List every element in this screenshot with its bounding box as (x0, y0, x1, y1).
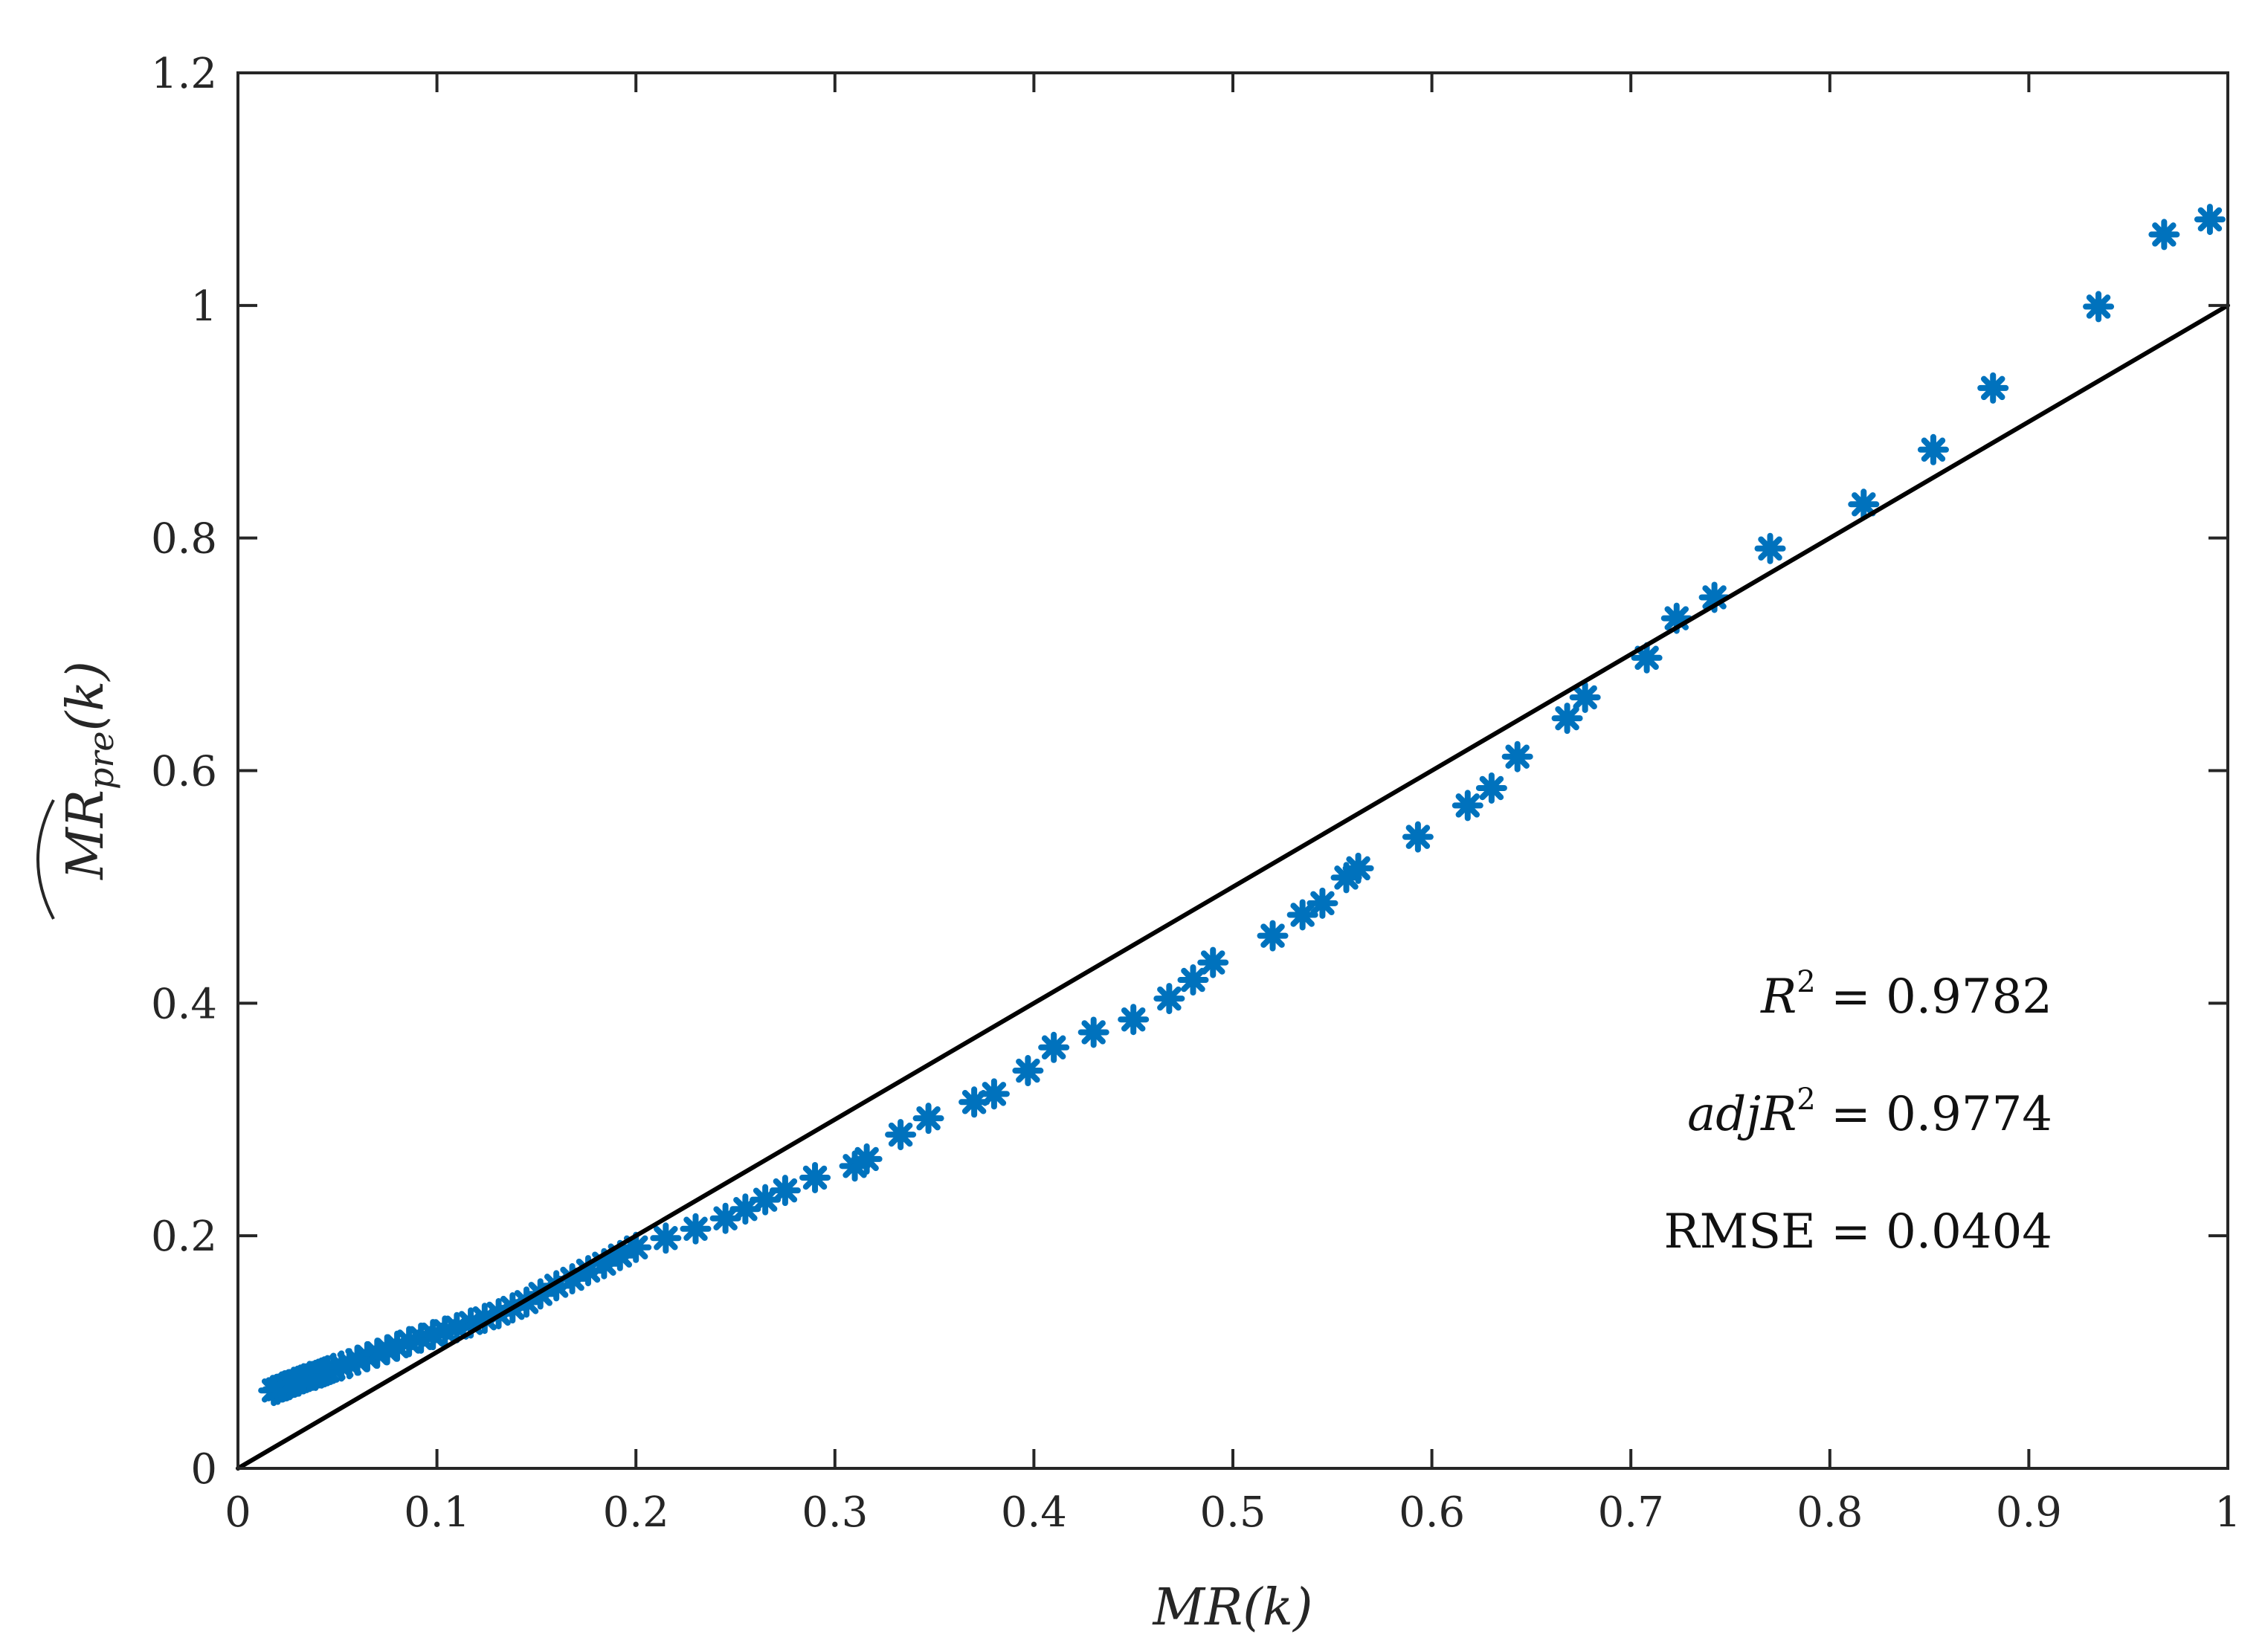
data-point (1342, 852, 1374, 884)
y-axis-label-arg: (k) (57, 661, 115, 731)
y-tick-label: 1.2 (151, 50, 217, 98)
data-point (1569, 681, 1601, 713)
r2-symbol: R (1760, 969, 1797, 1025)
y-tick-label: 0.8 (151, 515, 217, 564)
data-point (1402, 821, 1434, 853)
r2-superscript: 2 (1797, 965, 1815, 999)
data-point (912, 1103, 944, 1135)
y-tick-label: 0.4 (151, 980, 217, 1028)
x-tick-label: 0.9 (1996, 1488, 2062, 1537)
data-point (1977, 372, 2009, 404)
data-point (1177, 964, 1209, 996)
data-point (885, 1119, 917, 1151)
data-point (1038, 1031, 1070, 1063)
y-tick-label: 0.2 (151, 1213, 217, 1261)
rmse-value: = 0.0404 (1816, 1204, 2052, 1259)
x-axis-label-arg: (k) (1243, 1578, 1312, 1637)
data-point (680, 1213, 712, 1245)
adj-r2-annotation: adjR2 = 0.9774 (1687, 1082, 2052, 1142)
x-tick-label: 0.8 (1797, 1488, 1863, 1537)
data-point (1452, 790, 1483, 822)
x-tick-label: 0.2 (603, 1488, 669, 1537)
y-tick-labels: 0 0.2 0.4 0.6 0.8 1 1.2 (151, 50, 217, 1494)
data-point (1848, 488, 1880, 520)
y-tick-label: 1 (190, 283, 217, 331)
x-tick-labels: 0 0.1 0.2 0.3 0.4 0.5 0.6 0.7 0.8 0.9 1 (225, 1488, 2241, 1537)
x-tick-label: 0.7 (1598, 1488, 1664, 1537)
svg-text:MRpre(k): MRpre(k) (57, 661, 121, 881)
x-axis-label: MR(k) (1151, 1578, 1312, 1637)
reference-line (236, 303, 2230, 1471)
data-point (1307, 887, 1338, 919)
adj-r2-value: = 0.9774 (1816, 1087, 2052, 1142)
x-tick-label: 0.5 (1199, 1488, 1266, 1537)
adj-r2-superscript: 2 (1797, 1082, 1815, 1117)
y-axis-label-sub: pre (81, 731, 121, 790)
data-point (1197, 946, 1229, 978)
data-point (1551, 703, 1583, 735)
x-tick-label: 0.1 (404, 1488, 470, 1537)
data-point (1475, 772, 1507, 804)
adj-r2-prefix: adj (1687, 1087, 1761, 1142)
y-tick-label: 0.6 (151, 748, 217, 796)
x-tick-label: 0 (225, 1488, 251, 1537)
data-point (650, 1222, 682, 1254)
x-tick-label: 0.4 (1001, 1488, 1067, 1537)
data-point (1153, 983, 1185, 1015)
plot-background (238, 73, 2228, 1468)
x-tick-label: 1 (2214, 1488, 2241, 1537)
y-tick-label: 0 (190, 1445, 217, 1494)
y-axis-label-main: MR (57, 790, 115, 881)
data-markers (258, 204, 2226, 1407)
plot-frame (236, 71, 2229, 1470)
data-point (799, 1161, 831, 1193)
rmse-label: RMSE (1663, 1204, 1815, 1259)
data-point (769, 1175, 801, 1207)
y-axis-label: MRpre(k) (36, 661, 121, 920)
data-point (2083, 291, 2115, 323)
y-axis-label-hat (36, 799, 55, 920)
adj-r2-symbol: R (1760, 1087, 1797, 1142)
data-point (1501, 741, 1533, 772)
data-point (1012, 1055, 1044, 1087)
data-point (1631, 642, 1663, 674)
data-point (1118, 1004, 1150, 1036)
r2-value: = 0.9782 (1816, 969, 2052, 1025)
x-tick-label: 0.3 (802, 1488, 868, 1537)
rmse-annotation: RMSE = 0.0404 (1663, 1204, 2052, 1259)
data-point (2148, 219, 2180, 251)
data-point (1077, 1016, 1109, 1048)
x-axis-label-main: MR (1151, 1578, 1243, 1637)
data-point (1917, 433, 1949, 465)
data-point (1257, 920, 1289, 952)
data-point (978, 1078, 1010, 1110)
x-tick-label: 0.6 (1399, 1488, 1465, 1537)
r2-annotation: R2 = 0.9782 (1760, 965, 2052, 1025)
data-point (1286, 899, 1318, 931)
data-point (2194, 204, 2226, 236)
data-point (851, 1143, 883, 1175)
data-point (1754, 532, 1786, 564)
